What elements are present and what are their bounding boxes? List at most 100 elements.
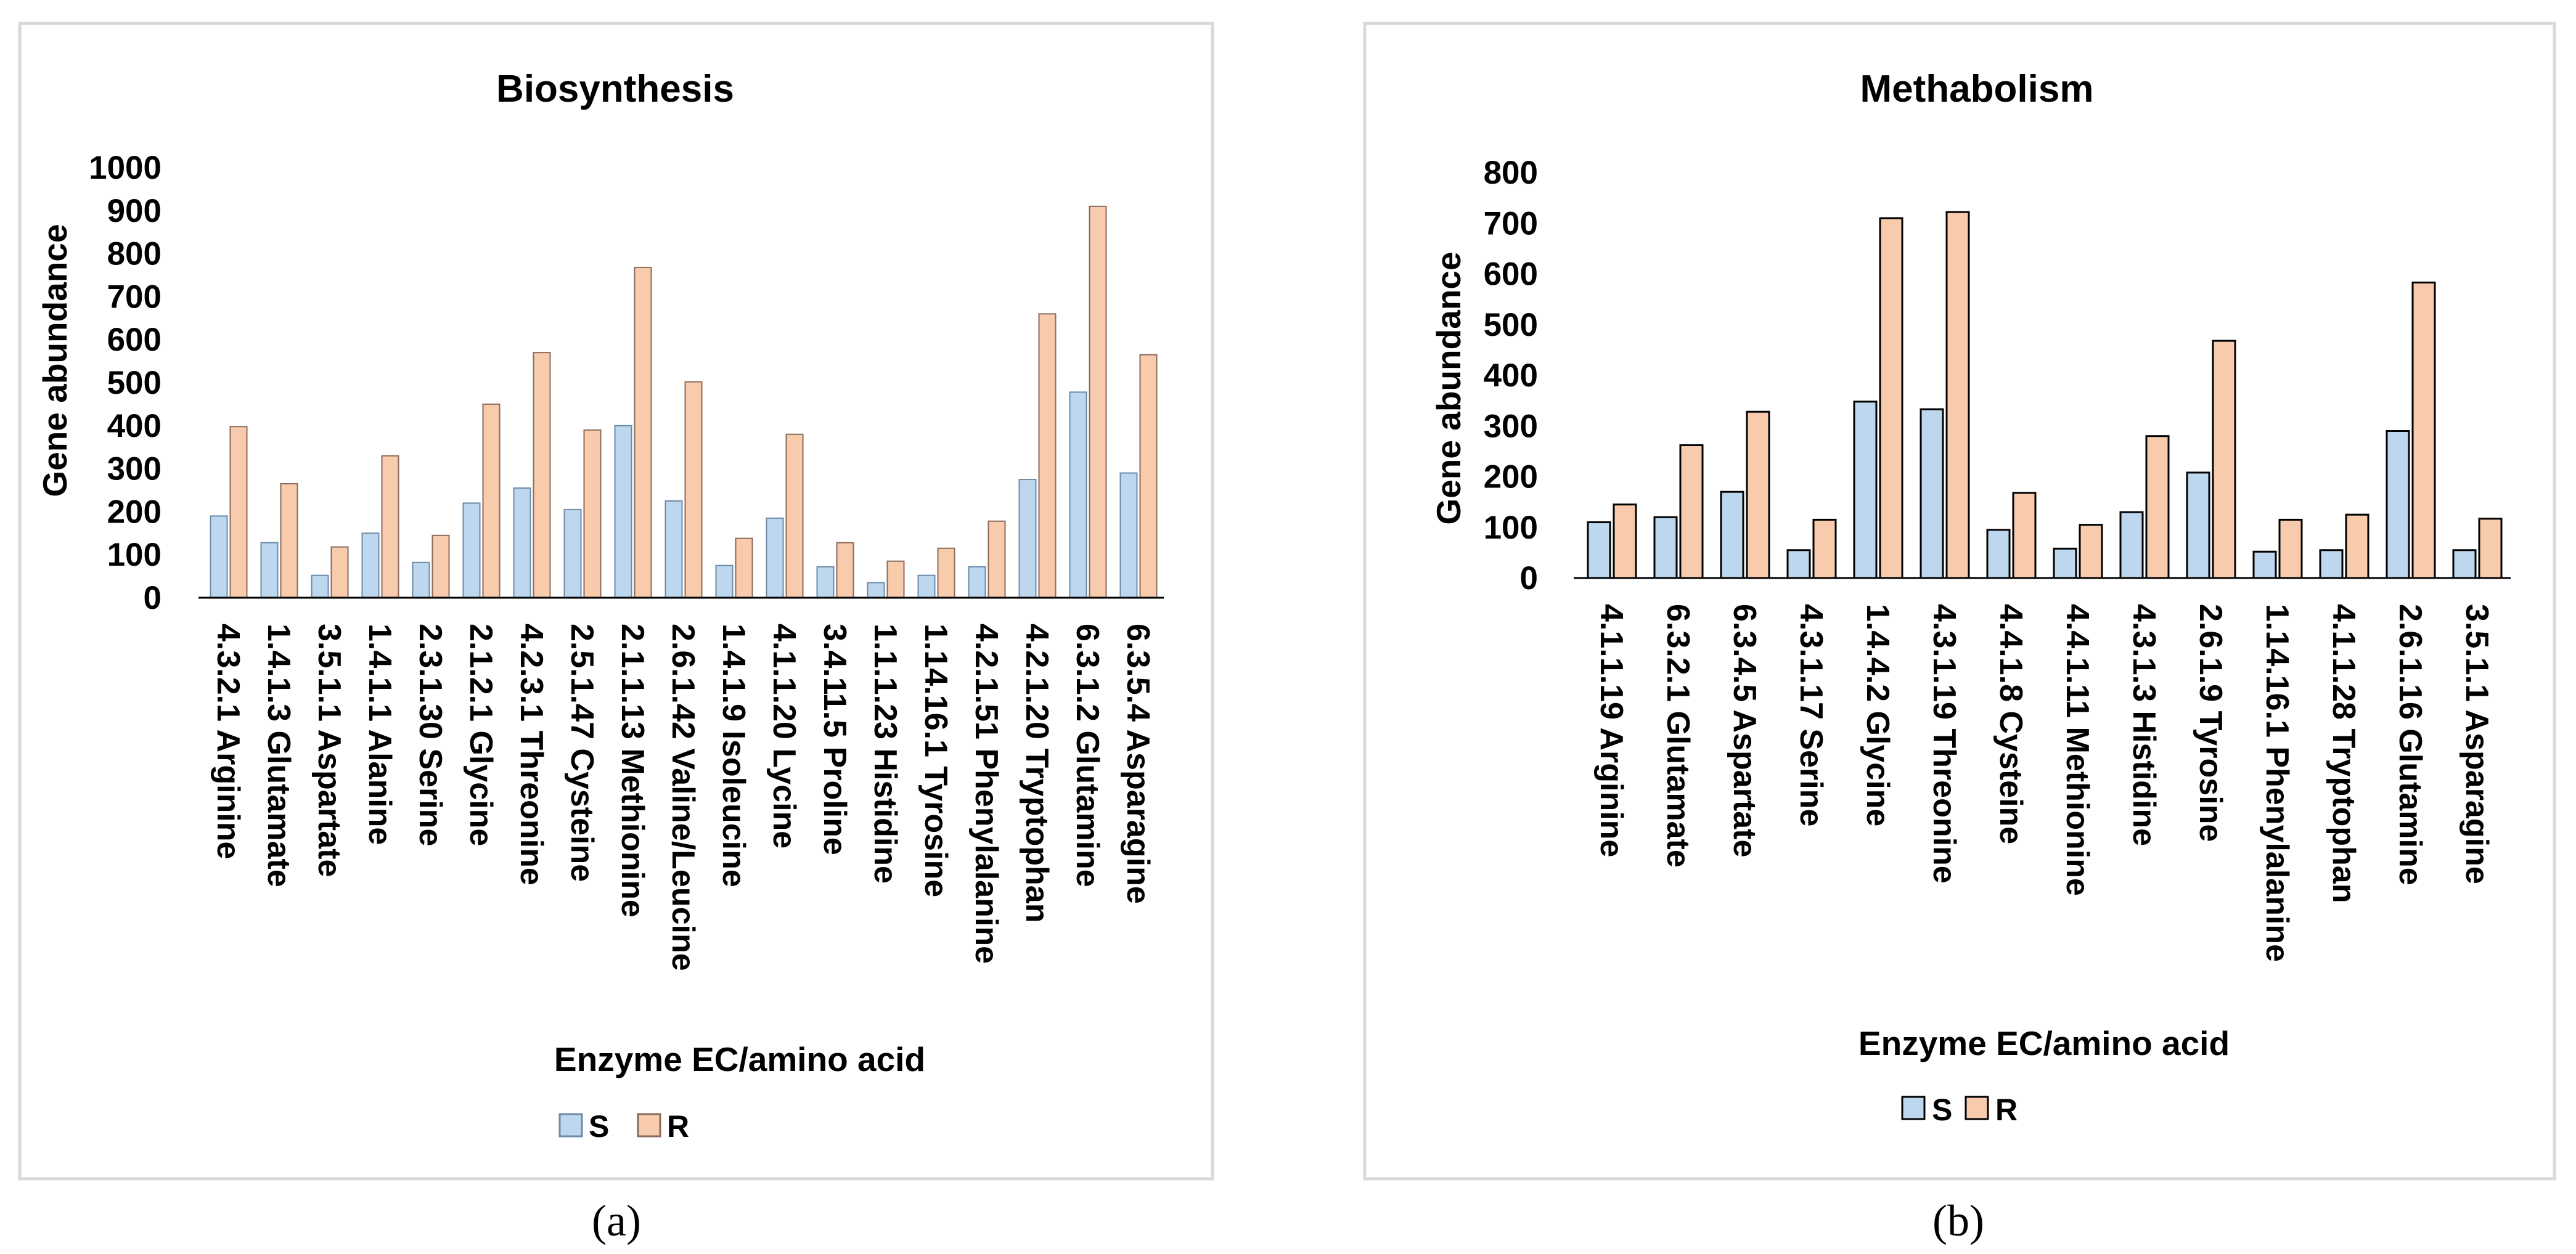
- bar-r-4: [431, 534, 450, 598]
- y-tick-label: 300: [107, 451, 162, 487]
- bar-r-3: [1812, 518, 1837, 579]
- x-tick-label: 4.2.1.51 Phenylalanine: [968, 624, 1004, 964]
- y-tick-label: 300: [1484, 408, 1538, 444]
- chart-legend: S R: [1901, 1093, 2018, 1127]
- y-tick-label: 100: [107, 537, 162, 573]
- bar-s-12: [2386, 430, 2410, 579]
- bar-s-9: [664, 500, 683, 599]
- bar-r-11: [785, 433, 804, 598]
- y-tick-label: 600: [1484, 256, 1538, 293]
- chart-title: Methabolism: [1860, 68, 2094, 110]
- y-tick-label: 200: [107, 494, 162, 530]
- legend-swatch-s: [558, 1113, 583, 1138]
- bar-r-17: [1089, 205, 1107, 598]
- bar-s-15: [968, 566, 986, 599]
- bar-s-0: [210, 515, 228, 598]
- bar-s-12: [816, 566, 835, 599]
- x-axis-title: Enzyme EC/amino acid: [1858, 1024, 2230, 1062]
- metabolism-chart: Methabolism 0 100 200 300 400 500 600 700 800 4.1…: [1363, 22, 2556, 1245]
- bar-r-12: [836, 542, 854, 599]
- bar-s-8: [614, 425, 632, 598]
- chart-title: Biosynthesis: [496, 68, 734, 110]
- legend-swatch-s: [1901, 1096, 1926, 1120]
- y-tick-label: 800: [1484, 155, 1538, 191]
- x-tick-label: 1.1.1.23 Histidine: [867, 624, 903, 884]
- x-tick-label: 4.3.1.17 Serine: [1793, 604, 1829, 826]
- y-axis-title: Gene abundance: [36, 224, 74, 497]
- x-tick-label: 1.14.16.1 Phenylalanine: [2259, 604, 2295, 962]
- bar-s-6: [1986, 529, 2011, 579]
- x-tick-label: 1.14.16.1 Tyrosine: [918, 624, 954, 897]
- bar-s-4: [1853, 401, 1878, 579]
- x-tick-label: 4.3.1.19 Threonine: [1926, 604, 1962, 884]
- bar-r-6: [533, 352, 551, 598]
- bar-r-16: [1038, 313, 1057, 598]
- bar-s-6: [513, 487, 531, 599]
- x-tick-label: 2.1.2.1 Glycine: [463, 624, 499, 846]
- x-tick-label: 3.5.1.1 Asparagine: [2459, 604, 2495, 884]
- bar-r-9: [2212, 340, 2236, 579]
- y-tick-label: 500: [1484, 307, 1538, 343]
- x-tick-label: 1.4.4.2 Glycine: [1860, 604, 1895, 826]
- bar-s-5: [1920, 408, 1944, 579]
- bar-r-5: [1945, 211, 1970, 579]
- bar-s-1: [1653, 516, 1678, 579]
- legend-swatch-r: [637, 1113, 661, 1138]
- bar-r-7: [2079, 524, 2103, 579]
- x-tick-label: 4.2.3.1 Threonine: [513, 624, 549, 886]
- bar-r-9: [684, 381, 703, 598]
- bar-r-10: [2278, 518, 2303, 579]
- x-tick-label: 3.4.11.5 Proline: [817, 624, 853, 855]
- chart-frame: [1363, 22, 2556, 1181]
- y-tick-label: 400: [1484, 357, 1538, 394]
- x-tick-label: 2.6.1.42 Valine/Leucine: [665, 624, 701, 971]
- biosynthesis-chart: Biosynthesis 0 100 200 300 400 500 600 700 800 90…: [18, 22, 1214, 1245]
- metabolism-panel: Methabolism 0 100 200 300 400 500 600 700 800 4.1…: [1343, 0, 2576, 1254]
- x-axis-title: Enzyme EC/amino acid: [554, 1040, 925, 1078]
- x-tick-label: 1.4.1.9 Isoleucine: [716, 624, 751, 887]
- bar-r-0: [1613, 503, 1637, 579]
- x-tick-label: 4.1.1.28 Tryptophan: [2326, 604, 2361, 903]
- x-tick-label: 6.3.5.4 Asparagine: [1120, 624, 1156, 904]
- bar-s-1: [260, 542, 279, 599]
- bar-r-18: [1139, 354, 1158, 598]
- x-tick-label: 1.4.1.3 Glutamate: [261, 624, 296, 887]
- bar-r-13: [886, 560, 905, 598]
- x-tick-label: 2.1.1.13 Methionine: [615, 624, 650, 918]
- chart-frame: [18, 22, 1214, 1181]
- y-tick-label: 100: [1484, 510, 1538, 546]
- bar-r-15: [987, 520, 1006, 598]
- bar-s-5: [462, 502, 481, 598]
- bar-r-2: [330, 546, 349, 598]
- y-tick-label: 400: [107, 408, 162, 444]
- bar-s-13: [2452, 549, 2477, 579]
- bar-r-12: [2411, 281, 2436, 579]
- x-tick-label: 6.3.4.5 Aspartate: [1727, 604, 1762, 857]
- x-tick-label: 4.1.1.19 Arginine: [1593, 604, 1629, 857]
- chart-axes: 0 100 200 300 400 500 600 700 800 4.1.1.19 Argini…: [1484, 155, 2511, 962]
- x-tick-label: 4.3.2.1 Arginine: [210, 624, 246, 859]
- x-tick-label: 6.3.2.1 Glutamate: [1660, 604, 1696, 868]
- bar-s-9: [2186, 471, 2210, 579]
- bar-r-5: [482, 403, 501, 599]
- x-tick-label: 1.4.1.1 Alanine: [362, 624, 398, 845]
- y-tick-label: 800: [107, 236, 162, 272]
- bar-r-7: [583, 429, 602, 599]
- bar-s-14: [917, 574, 936, 598]
- y-tick-label: 600: [107, 322, 162, 358]
- legend-label-s: S: [1932, 1093, 1952, 1127]
- bar-s-7: [563, 508, 582, 598]
- x-tick-label: 4.2.1.20 Tryptophan: [1019, 624, 1055, 923]
- y-tick-label: 700: [107, 279, 162, 315]
- bar-r-6: [2012, 492, 2037, 579]
- bar-r-11: [2345, 513, 2370, 579]
- bar-s-11: [766, 517, 784, 598]
- y-axis-title: Gene abundance: [1429, 251, 1468, 524]
- x-tick-label: 2.3.1.30 Serine: [412, 624, 448, 846]
- bar-r-2: [1746, 410, 1770, 579]
- legend-label-s: S: [589, 1109, 609, 1144]
- bar-s-7: [2053, 547, 2077, 579]
- x-tick-label: 4.4.1.11 Methionine: [2059, 604, 2095, 896]
- x-tick-label: 3.5.1.1 Aspartate: [311, 624, 347, 877]
- y-tick-label: 0: [144, 580, 162, 616]
